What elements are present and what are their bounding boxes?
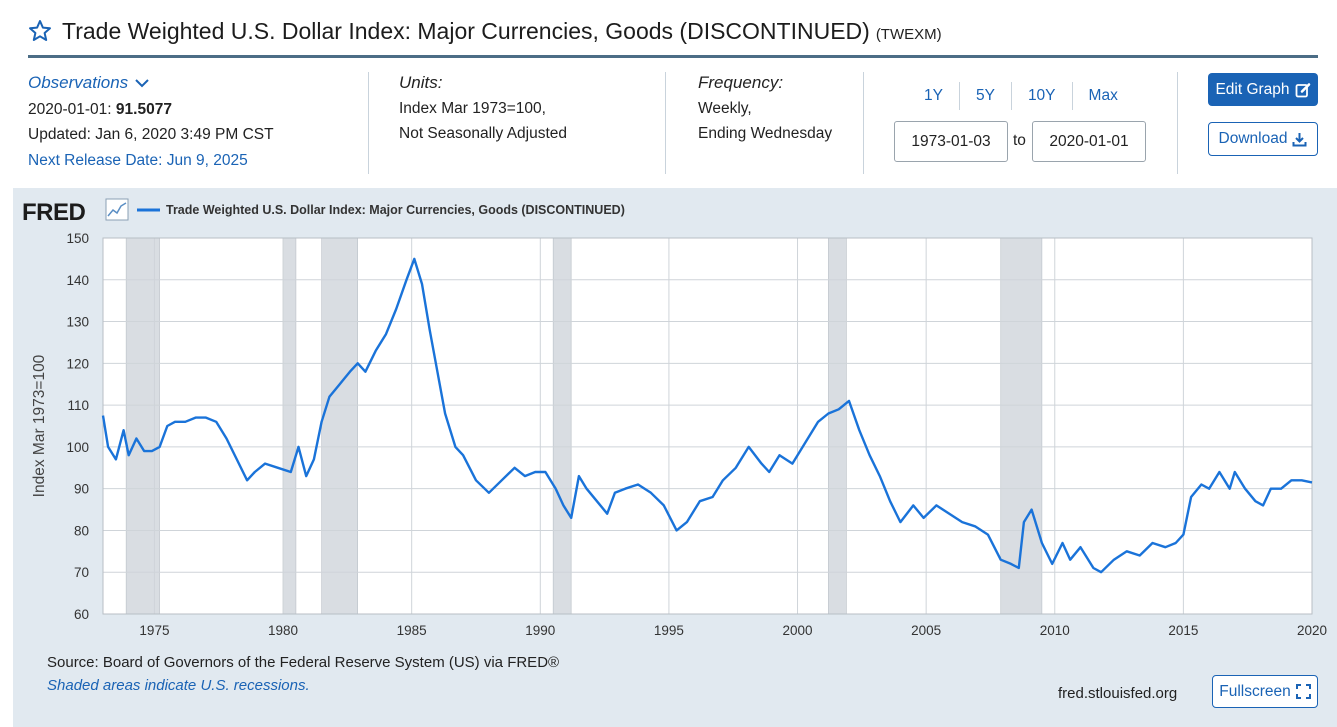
observations-toggle[interactable]: Observations bbox=[28, 70, 150, 96]
frequency-line-2: Ending Wednesday bbox=[698, 125, 833, 142]
units-line-2: Not Seasonally Adjusted bbox=[399, 125, 568, 142]
range-5y-link[interactable]: 5Y bbox=[958, 82, 1011, 110]
chevron-down-icon bbox=[135, 79, 149, 88]
latest-observation: 2020-01-01: 91.5077 bbox=[28, 97, 274, 123]
units-heading: Units: bbox=[399, 73, 443, 92]
recession-band bbox=[552, 237, 572, 615]
x-tick-label: 2000 bbox=[783, 623, 813, 638]
updated-text: Updated: Jan 6, 2020 3:49 PM CST bbox=[28, 126, 274, 143]
x-tick-label: 2005 bbox=[911, 623, 941, 638]
y-tick-label: 80 bbox=[74, 523, 89, 538]
y-tick-label: 150 bbox=[66, 231, 89, 246]
edit-graph-button[interactable]: Edit Graph bbox=[1208, 73, 1318, 106]
edit-icon bbox=[1295, 82, 1310, 97]
units-panel: Units: Index Mar 1973=100, Not Seasonall… bbox=[399, 70, 567, 147]
series-line bbox=[101, 257, 1313, 574]
meta-divider bbox=[665, 72, 666, 174]
recession-band bbox=[828, 237, 847, 615]
x-tick-label: 1980 bbox=[268, 623, 298, 638]
plot-area bbox=[103, 238, 1312, 614]
series-title: Trade Weighted U.S. Dollar Index: Major … bbox=[62, 17, 870, 44]
y-tick-label: 100 bbox=[66, 440, 89, 455]
legend-label: Trade Weighted U.S. Dollar Index: Major … bbox=[166, 203, 625, 217]
title-row: Trade Weighted U.S. Dollar Index: Major … bbox=[28, 14, 942, 48]
download-label: Download bbox=[1218, 130, 1288, 147]
y-tick-label: 140 bbox=[66, 273, 89, 288]
units-line-1: Index Mar 1973=100, bbox=[399, 99, 546, 117]
next-release-link[interactable]: Next Release Date: Jun 9, 2025 bbox=[28, 151, 248, 169]
range-1y-link[interactable]: 1Y bbox=[924, 87, 943, 104]
y-tick-label: 60 bbox=[74, 607, 89, 622]
x-tick-label: 2015 bbox=[1168, 623, 1198, 638]
observations-label: Observations bbox=[28, 73, 129, 92]
x-tick-label: 1975 bbox=[139, 623, 169, 638]
frequency-heading: Frequency: bbox=[698, 73, 784, 92]
frequency-line-1: Weekly, bbox=[698, 99, 752, 117]
observation-value: 91.5077 bbox=[115, 100, 172, 118]
meta-divider bbox=[1177, 72, 1178, 174]
plot-border bbox=[102, 237, 1313, 615]
y-tick-label: 90 bbox=[74, 482, 89, 497]
to-label: to bbox=[1013, 132, 1026, 149]
y-tick-label: 130 bbox=[66, 315, 89, 330]
x-tick-label: 2020 bbox=[1297, 623, 1327, 638]
fullscreen-label: Fullscreen bbox=[1219, 682, 1291, 700]
x-tick-labels: 1975 1980 1985 1990 1995 2000 2005 2010 2015 2020 bbox=[139, 623, 1327, 638]
start-date-input[interactable] bbox=[894, 121, 1008, 162]
y-tick-label: 120 bbox=[66, 356, 89, 371]
y-tick-labels: 60 70 80 90 100 110 120 130 140 150 bbox=[66, 231, 89, 622]
x-tick-label: 1990 bbox=[525, 623, 555, 638]
download-icon bbox=[1292, 132, 1307, 146]
recession-band bbox=[282, 237, 297, 615]
title-divider bbox=[28, 55, 1318, 58]
fred-logo: FRED bbox=[22, 199, 86, 226]
y-tick-label: 110 bbox=[67, 398, 89, 413]
range-10y-link[interactable]: 10Y bbox=[1010, 82, 1072, 110]
fullscreen-icon bbox=[1295, 684, 1311, 699]
y-tick-label: 70 bbox=[74, 565, 89, 580]
meta-divider bbox=[863, 72, 864, 174]
series-id: (TWEXM) bbox=[875, 25, 942, 43]
edit-graph-label: Edit Graph bbox=[1215, 80, 1290, 98]
end-date-input[interactable] bbox=[1032, 121, 1146, 162]
gridlines bbox=[102, 237, 1313, 615]
observation-date: 2020-01-01: bbox=[28, 100, 112, 118]
source-text: Source: Board of Governors of the Federa… bbox=[47, 654, 560, 671]
meta-divider bbox=[368, 72, 369, 174]
x-tick-label: 1985 bbox=[397, 623, 427, 638]
recession-note: Shaded areas indicate U.S. recessions. bbox=[47, 677, 310, 694]
x-tick-label: 1995 bbox=[654, 623, 684, 638]
range-links: 1Y 5Y 10Y Max bbox=[908, 82, 1134, 110]
observations-panel: Observations 2020-01-01: 91.5077 Updated… bbox=[28, 70, 274, 173]
fullscreen-button[interactable]: Fullscreen bbox=[1212, 675, 1318, 708]
x-tick-label: 2010 bbox=[1040, 623, 1070, 638]
frequency-panel: Frequency: Weekly, Ending Wednesday bbox=[698, 70, 832, 147]
recession-band bbox=[321, 237, 358, 615]
star-icon[interactable] bbox=[28, 19, 52, 43]
download-button[interactable]: Download bbox=[1208, 122, 1318, 156]
range-max-link[interactable]: Max bbox=[1071, 82, 1134, 110]
chart-icon bbox=[105, 198, 129, 221]
y-axis-label: Index Mar 1973=100 bbox=[31, 354, 48, 497]
recession-band bbox=[1000, 237, 1043, 615]
site-url: fred.stlouisfed.org bbox=[1058, 685, 1178, 702]
